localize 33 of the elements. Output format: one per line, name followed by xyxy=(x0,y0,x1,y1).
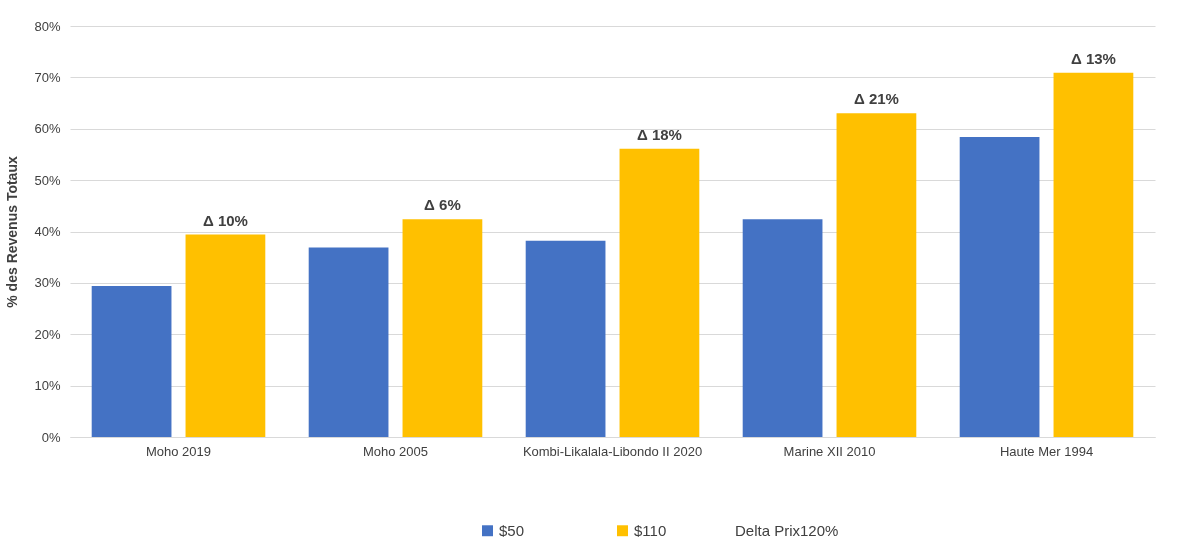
bar xyxy=(742,219,823,437)
y-tick-label: 10% xyxy=(34,378,61,394)
bar xyxy=(619,148,700,437)
y-tick-label: 50% xyxy=(34,172,61,188)
y-tick-label: 70% xyxy=(34,69,61,85)
y-tick-label: 0% xyxy=(41,429,61,445)
x-tick-label: Haute Mer 1994 xyxy=(999,443,1094,459)
y-tick-label: 40% xyxy=(34,224,61,239)
bar xyxy=(308,247,389,437)
x-tick-label: Marine XII 2010 xyxy=(783,443,876,459)
annotation: Δ 18% xyxy=(636,125,682,143)
bar xyxy=(185,234,266,437)
annotation: Δ 13% xyxy=(1070,49,1116,67)
annotation: Δ 6% xyxy=(424,196,461,214)
x-tick-label: Moho 2019 xyxy=(145,443,212,459)
y-axis-title: % des Revenus Totaux xyxy=(4,156,21,308)
y-tick-label: 60% xyxy=(34,121,61,137)
bar xyxy=(91,285,172,437)
legend-label: $50 xyxy=(499,521,525,539)
y-tick-label: 80% xyxy=(34,18,61,34)
bar xyxy=(836,113,917,437)
legend-label: $110 xyxy=(634,521,667,539)
bar xyxy=(959,136,1040,437)
x-tick-label: Kombi-Likalala-Libondo II 2020 xyxy=(522,443,703,459)
text: Delta Prix120% xyxy=(735,522,839,539)
bar xyxy=(1053,72,1134,437)
annotation: Δ 21% xyxy=(853,90,899,108)
bar xyxy=(525,240,606,437)
annotation: Δ 10% xyxy=(202,211,248,229)
bar xyxy=(402,219,483,437)
y-tick-label: 30% xyxy=(34,275,61,291)
x-tick-label: Moho 2005 xyxy=(362,443,429,459)
y-tick-label: 20% xyxy=(34,326,61,342)
